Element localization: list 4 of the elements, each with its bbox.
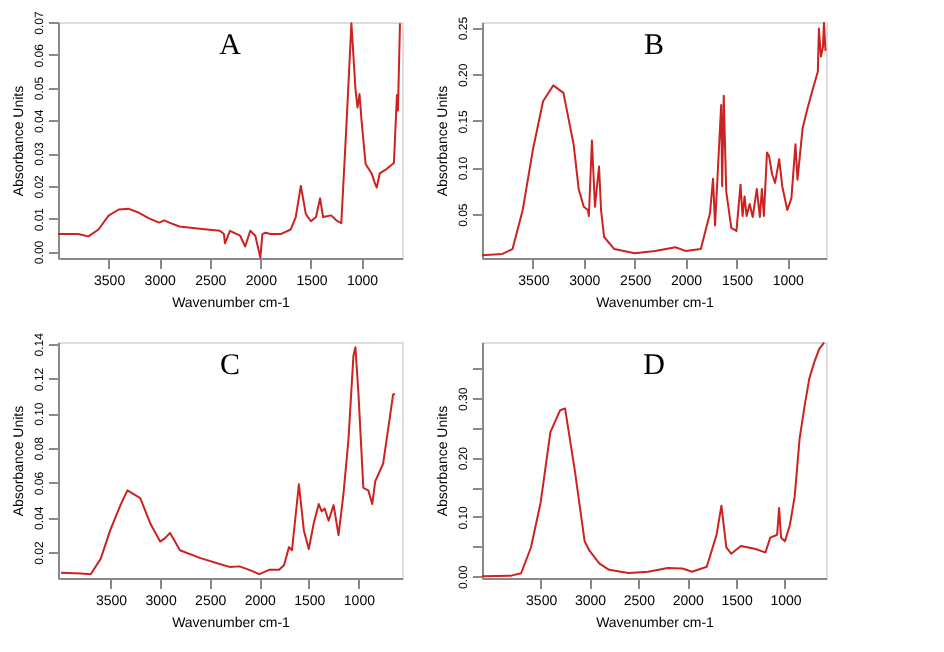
chart-title: D: [643, 350, 666, 382]
chart-title: B: [643, 30, 665, 62]
chart-title: A: [219, 30, 242, 62]
chart-title: C: [219, 350, 241, 382]
